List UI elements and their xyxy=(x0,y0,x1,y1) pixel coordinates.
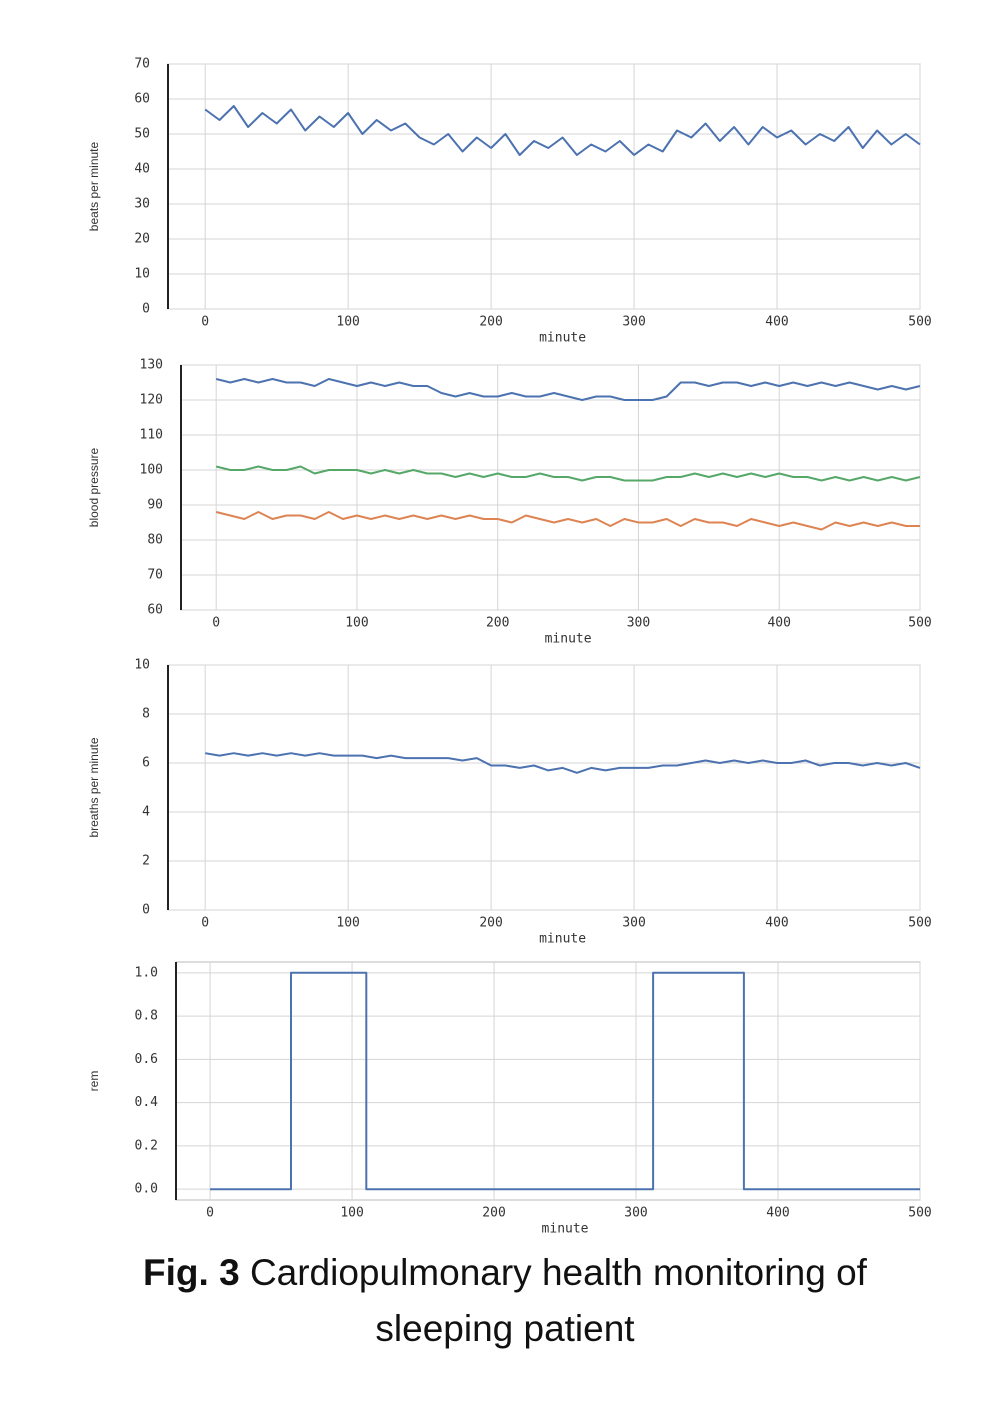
x-tick-label: 200 xyxy=(486,616,509,631)
caption: Fig. 3 Cardiopulmonary health monitoring… xyxy=(80,1245,930,1357)
y-tick-label: 50 xyxy=(134,127,150,142)
y-tick-label: 0.4 xyxy=(135,1095,159,1110)
x-tick-label: 0 xyxy=(201,916,209,931)
y-tick-label: 8 xyxy=(142,707,150,722)
y-tick-label: 130 xyxy=(140,358,163,373)
caption-text: Cardiopulmonary health monitoring of sle… xyxy=(249,1252,867,1349)
y-tick-label: 110 xyxy=(140,428,163,443)
x-tick-label: 500 xyxy=(908,916,931,931)
line xyxy=(215,511,920,531)
y-tick-label: 4 xyxy=(142,805,150,820)
x-tick-label: 400 xyxy=(767,616,790,631)
y-tick-label: 120 xyxy=(140,393,163,408)
y-tick-label: 70 xyxy=(147,568,163,583)
x-axis-label: minute xyxy=(542,1222,589,1237)
y-tick-label: 70 xyxy=(134,57,150,72)
y-tick-label: 60 xyxy=(147,603,163,618)
plot-frame xyxy=(175,961,921,1201)
x-tick-label: 0 xyxy=(201,315,209,330)
x-tick-label: 400 xyxy=(765,315,788,330)
x-tick-label: 100 xyxy=(340,1206,363,1221)
x-tick-label: 200 xyxy=(479,916,502,931)
x-tick-label: 500 xyxy=(908,315,931,330)
y-tick-label: 80 xyxy=(147,533,163,548)
line xyxy=(215,378,921,401)
x-axis-label: minute xyxy=(539,331,586,346)
x-tick-label: 100 xyxy=(336,315,359,330)
y-tick-label: 0.0 xyxy=(135,1182,158,1197)
x-tick-label: 0 xyxy=(206,1206,214,1221)
y-tick-label: 6 xyxy=(142,756,150,771)
x-tick-label: 500 xyxy=(908,1206,931,1221)
x-tick-label: 400 xyxy=(765,916,788,931)
y-tick-label: 40 xyxy=(134,162,150,177)
y-tick-label: 2 xyxy=(142,854,150,869)
caption-label: Fig. 3 xyxy=(143,1252,240,1293)
x-axis-label: minute xyxy=(545,632,592,647)
x-axis-label: minute xyxy=(539,932,586,947)
x-tick-label: 100 xyxy=(345,616,368,631)
y-tick-label: 10 xyxy=(134,267,150,282)
y-tick-label: 100 xyxy=(140,463,163,478)
y-tick-label: 90 xyxy=(147,498,163,513)
line xyxy=(205,752,921,774)
y-tick-label: 0 xyxy=(142,302,150,317)
y-axis-label: breaths per minute xyxy=(87,737,101,837)
x-tick-label: 100 xyxy=(336,916,359,931)
y-axis-label: rem xyxy=(87,1071,101,1092)
x-tick-label: 500 xyxy=(908,616,931,631)
line xyxy=(204,105,921,156)
x-tick-label: 400 xyxy=(766,1206,789,1221)
y-tick-label: 30 xyxy=(134,197,150,212)
y-tick-label: 0 xyxy=(142,903,150,918)
y-tick-label: 10 xyxy=(134,658,150,673)
x-tick-label: 300 xyxy=(624,1206,647,1221)
y-tick-label: 0.8 xyxy=(135,1009,158,1024)
line xyxy=(215,465,921,482)
y-tick-label: 0.2 xyxy=(135,1138,158,1153)
x-tick-label: 0 xyxy=(212,616,220,631)
plot-frame xyxy=(180,364,921,611)
x-tick-label: 200 xyxy=(482,1206,505,1221)
y-tick-label: 0.6 xyxy=(135,1052,158,1067)
plot-frame xyxy=(167,664,921,911)
x-tick-label: 200 xyxy=(479,315,502,330)
y-tick-label: 60 xyxy=(134,92,150,107)
y-tick-label: 20 xyxy=(134,232,150,247)
y-axis-label: blood pressure xyxy=(87,447,101,527)
y-tick-label: 1.0 xyxy=(135,965,158,980)
line xyxy=(210,971,920,1191)
x-tick-label: 300 xyxy=(627,616,650,631)
y-axis-label: beats per minute xyxy=(87,141,101,231)
x-tick-label: 300 xyxy=(622,315,645,330)
x-tick-label: 300 xyxy=(622,916,645,931)
plot-frame xyxy=(167,63,921,310)
